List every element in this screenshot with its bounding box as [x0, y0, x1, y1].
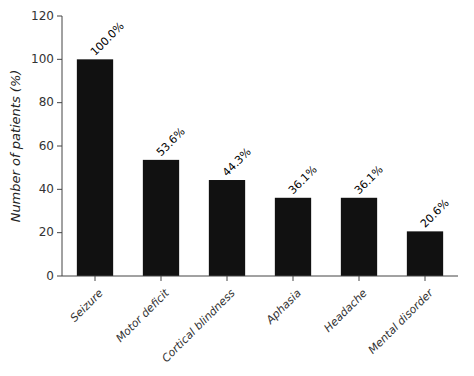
data-label: 20.6% — [418, 197, 452, 231]
x-tick — [95, 276, 96, 281]
x-tick-label: Headache — [321, 286, 369, 334]
y-tick-label: 60 — [39, 139, 54, 153]
bar — [209, 180, 245, 276]
y-tick-label: 120 — [31, 9, 54, 23]
y-axis: 0 20 40 60 80 100 120 — [31, 9, 62, 283]
bar — [143, 160, 179, 276]
x-tick — [161, 276, 162, 281]
data-label: 100.0% — [88, 20, 127, 59]
y-tick — [57, 276, 62, 277]
y-tick-label: 20 — [39, 225, 54, 239]
x-tick — [425, 276, 426, 281]
bars — [77, 59, 443, 276]
data-label: 36.1% — [352, 163, 386, 197]
x-tick — [227, 276, 228, 281]
x-tick-label: Mental disorder — [366, 286, 437, 357]
x-tick-label: Cortical blindness — [159, 286, 238, 365]
bar — [275, 198, 311, 276]
x-tick-label: Seizure — [68, 286, 106, 324]
y-tick — [57, 146, 62, 147]
x-tick — [359, 276, 360, 281]
y-tick — [57, 102, 62, 103]
data-label: 44.3% — [220, 145, 254, 179]
x-tick — [293, 276, 294, 281]
x-tick-label: Motor deficit — [113, 286, 172, 345]
bar — [407, 231, 443, 276]
data-labels: 100.0% 53.6% 44.3% 36.1% 36.1% 20.6% — [88, 20, 452, 231]
x-axis-line — [62, 276, 458, 277]
x-axis: SeizureMotor deficitCortical blindness Ap… — [62, 276, 458, 365]
y-tick — [57, 189, 62, 190]
chart-container: 0 20 40 60 80 100 120 Number of patients (%) Sei… — [0, 0, 474, 376]
bar — [341, 198, 377, 276]
y-tick — [57, 16, 62, 17]
x-tick-label: Aphasia — [263, 286, 304, 327]
y-tick-label: 100 — [31, 52, 54, 66]
data-label: 36.1% — [286, 163, 320, 197]
y-tick-label: 40 — [39, 182, 54, 196]
y-axis-label: Number of patients (%) — [8, 70, 23, 223]
y-tick — [57, 59, 62, 60]
y-tick-label: 80 — [39, 95, 54, 109]
y-tick-label: 0 — [46, 269, 54, 283]
y-axis-line — [62, 16, 63, 276]
bar — [77, 59, 113, 276]
y-tick — [57, 232, 62, 233]
data-label: 53.6% — [154, 125, 188, 159]
chart-svg: 0 20 40 60 80 100 120 Number of patients (%) Sei… — [0, 0, 474, 376]
